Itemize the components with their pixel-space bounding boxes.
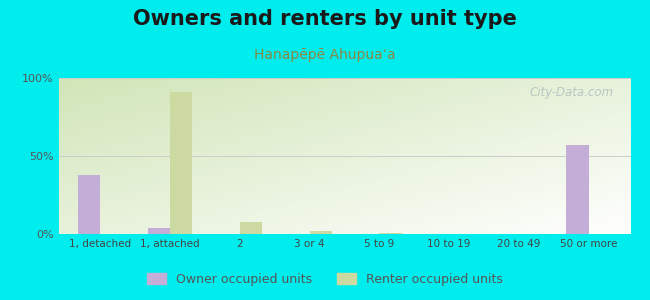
Text: City-Data.com: City-Data.com (529, 86, 614, 99)
Bar (240, 221, 262, 234)
Bar (566, 145, 589, 234)
Bar (78, 175, 100, 234)
Bar (148, 228, 170, 234)
Text: Owners and renters by unit type: Owners and renters by unit type (133, 9, 517, 29)
Legend: Owner occupied units, Renter occupied units: Owner occupied units, Renter occupied un… (142, 268, 508, 291)
Bar (170, 92, 192, 234)
Bar (309, 231, 332, 234)
Text: Hanapēpē Ahupuaʻa: Hanapēpē Ahupuaʻa (254, 48, 396, 62)
Bar (380, 233, 402, 234)
